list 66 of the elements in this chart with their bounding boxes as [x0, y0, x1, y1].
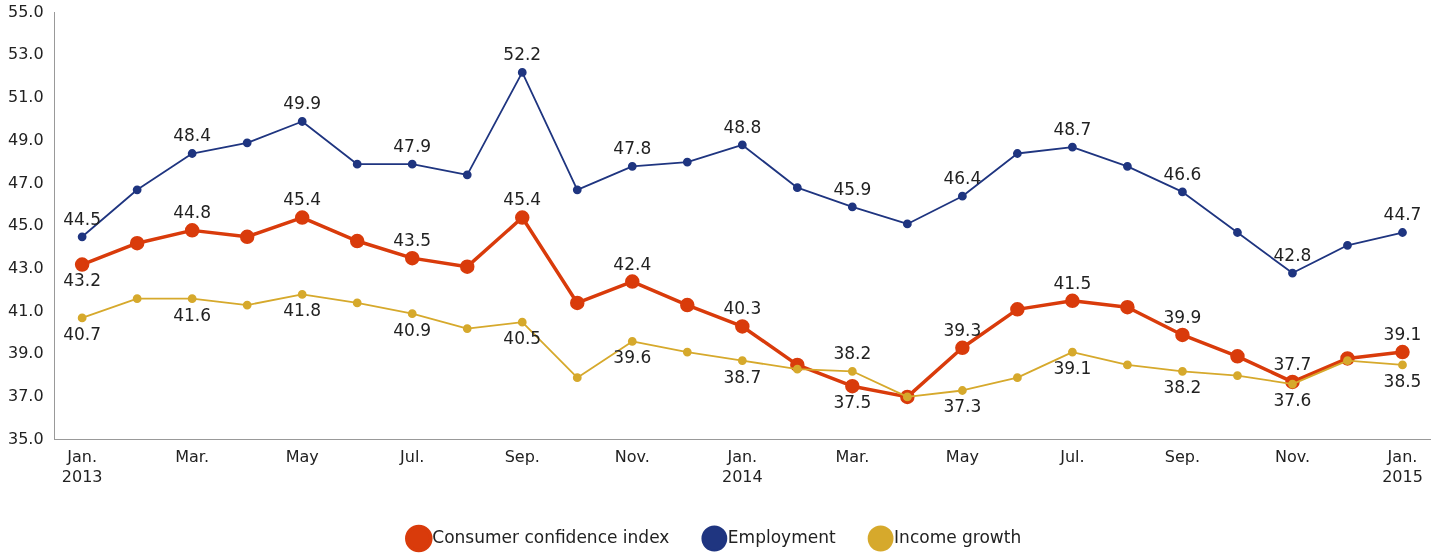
x-tick-label: Sep.: [504, 447, 540, 467]
data-label: 44.7: [1383, 204, 1422, 225]
x-tick-label: Jul.: [1059, 447, 1085, 467]
data-label: 38.2: [833, 343, 872, 364]
data-label: 39.3: [943, 319, 982, 340]
data-label: 42.4: [613, 253, 652, 274]
data-label: 39.1: [1383, 323, 1422, 344]
data-label: 41.6: [173, 304, 212, 325]
data-label: 40.3: [723, 298, 762, 319]
data-label: 39.9: [1163, 306, 1202, 327]
data-label: 47.8: [613, 138, 652, 159]
data-label: 41.5: [1053, 272, 1092, 293]
data-label: 48.7: [1053, 119, 1092, 140]
legend-label: Employment: [727, 526, 836, 547]
data-label: 37.6: [1273, 390, 1312, 411]
data-label: 38.7: [723, 366, 762, 387]
x-tick-label: Nov.: [614, 447, 650, 467]
data-label: 52.2: [503, 44, 542, 65]
data-label: 37.7: [1273, 353, 1312, 374]
data-label: 46.4: [943, 168, 982, 189]
x-tick-label: Sep.: [1164, 447, 1201, 467]
y-tick-label: 45.0: [8, 215, 44, 235]
y-tick-label: 37.0: [8, 386, 44, 406]
data-label: 37.3: [943, 396, 982, 417]
data-label: 49.9: [283, 93, 322, 114]
x-tick-label: Jan. 2015: [1382, 447, 1423, 486]
y-tick-label: 51.0: [8, 87, 44, 107]
data-label: 41.8: [283, 300, 322, 321]
data-label: 40.5: [503, 328, 542, 349]
data-label: 44.5: [63, 208, 102, 229]
data-label: 39.1: [1053, 357, 1092, 378]
x-tick-label: Jan. 2014: [721, 447, 763, 486]
x-tick-label: Nov.: [1274, 447, 1310, 467]
data-label: 42.8: [1273, 244, 1312, 265]
legend-label: Income growth: [894, 526, 1022, 547]
y-tick-label: 35.0: [8, 428, 44, 448]
data-label: 48.4: [173, 125, 212, 146]
data-label: 39.6: [613, 347, 652, 368]
data-label: 45.9: [833, 178, 872, 199]
data-label: 38.5: [1383, 370, 1422, 391]
y-tick-label: 43.0: [8, 257, 44, 277]
data-label: 44.8: [173, 202, 212, 223]
y-tick-label: 39.0: [8, 343, 44, 363]
legend-label: Consumer confidence index: [432, 526, 670, 547]
x-tick-label: May: [945, 447, 979, 467]
y-tick-label: 49.0: [8, 129, 44, 149]
x-tick-label: May: [285, 447, 319, 467]
x-tick-label: Jul.: [399, 447, 425, 467]
data-label: 43.2: [63, 270, 102, 291]
y-tick-label: 47.0: [8, 172, 44, 192]
y-tick-label: 41.0: [8, 300, 44, 320]
data-label: 37.5: [833, 392, 872, 413]
data-label: 45.4: [503, 189, 542, 210]
x-tick-label: Mar.: [835, 447, 870, 467]
data-label: 48.8: [723, 116, 762, 137]
data-label: 47.9: [393, 136, 432, 157]
data-label: 40.9: [393, 319, 432, 340]
data-label: 38.2: [1163, 377, 1202, 398]
data-label: 46.6: [1163, 163, 1202, 184]
x-tick-label: Mar.: [175, 447, 210, 467]
y-tick-label: 55.0: [8, 1, 44, 21]
y-tick-label: 53.0: [8, 44, 44, 64]
data-label: 43.5: [393, 230, 432, 251]
x-tick-label: Jan. 2013: [61, 447, 103, 486]
data-label: 45.4: [283, 189, 322, 210]
data-label: 40.7: [63, 323, 102, 344]
